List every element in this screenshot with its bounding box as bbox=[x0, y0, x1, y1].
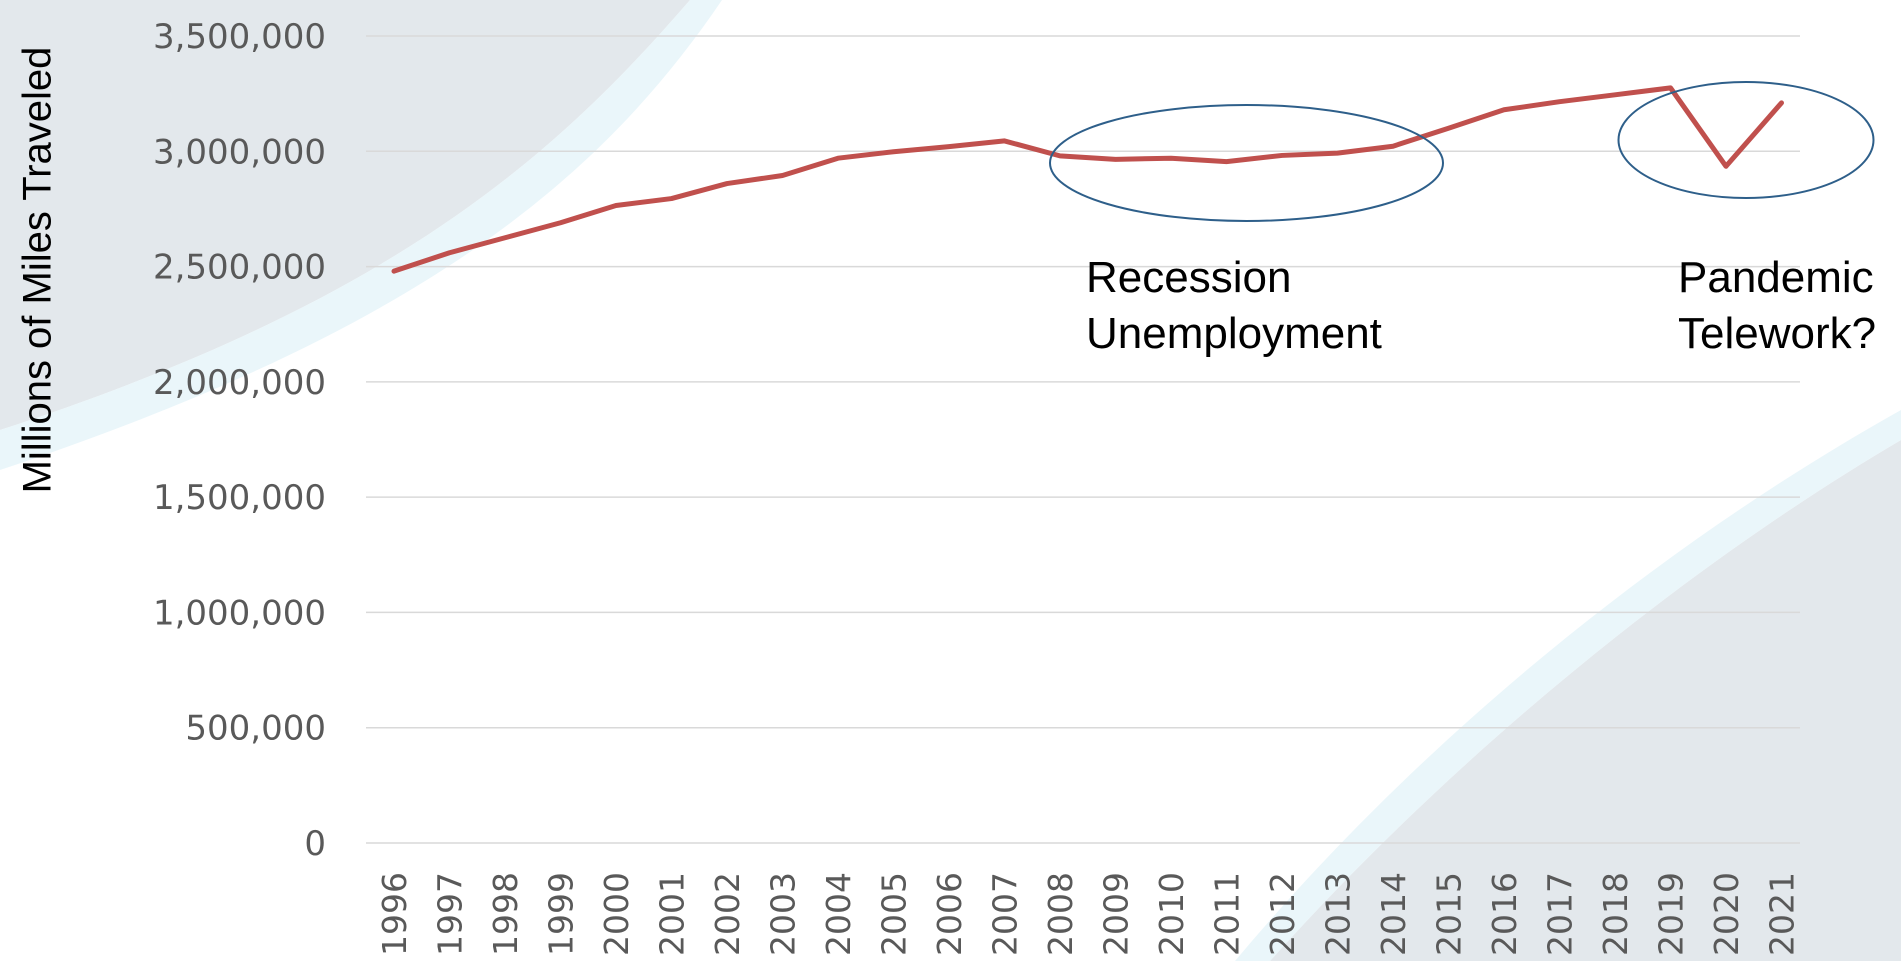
bg-swoosh-top-left-highlight bbox=[0, 0, 722, 470]
y-tick-label: 1,000,000 bbox=[153, 593, 326, 633]
x-tick-label: 1997 bbox=[431, 872, 470, 956]
x-tick-label: 2001 bbox=[653, 872, 692, 956]
x-tick-label: 2002 bbox=[708, 872, 747, 956]
gridlines bbox=[366, 35, 1800, 844]
bg-swoosh-bottom-right-highlight bbox=[1235, 410, 1901, 961]
x-tick-label: 2007 bbox=[986, 872, 1025, 956]
x-tick-label: 2005 bbox=[875, 872, 914, 956]
x-tick-label: 2008 bbox=[1041, 872, 1080, 956]
x-tick-label: 2010 bbox=[1152, 872, 1191, 956]
bg-swoosh-top-left bbox=[0, 0, 690, 430]
x-tick-label: 2016 bbox=[1485, 872, 1524, 956]
y-tick-label: 0 bbox=[304, 824, 326, 864]
x-tick-label: 2020 bbox=[1707, 872, 1746, 956]
x-axis-ticks: 1996 1997 1998 1999 2000 2001 2002 2003 2004 2005… bbox=[375, 872, 1802, 956]
y-axis-label: Millions of Miles Traveled bbox=[15, 46, 60, 494]
annotation-pandemic: Pandemic Telework? bbox=[1678, 250, 1876, 362]
y-tick-label: 3,000,000 bbox=[153, 132, 326, 172]
y-tick-label: 2,000,000 bbox=[153, 363, 326, 403]
ellipse-pandemic bbox=[1617, 81, 1875, 199]
y-tick-label: 1,500,000 bbox=[153, 478, 326, 518]
x-tick-label: 2013 bbox=[1319, 872, 1358, 956]
bg-swoosh-bottom-right bbox=[1270, 440, 1901, 961]
x-tick-label: 1998 bbox=[486, 872, 525, 956]
x-tick-label: 1999 bbox=[542, 872, 581, 956]
ellipse-recession bbox=[1049, 104, 1444, 222]
annotation-pandemic-line-1: Pandemic bbox=[1678, 253, 1874, 302]
annotation-recession-line-1: Recession bbox=[1086, 253, 1292, 302]
x-tick-label: 2006 bbox=[930, 872, 969, 956]
annotation-recession: Recession Unemployment bbox=[1086, 250, 1382, 362]
x-tick-label: 2003 bbox=[764, 872, 803, 956]
x-tick-label: 2014 bbox=[1374, 872, 1413, 956]
annotation-ellipses bbox=[1049, 81, 1875, 222]
y-tick-label: 2,500,000 bbox=[153, 248, 326, 288]
x-tick-label: 2017 bbox=[1541, 872, 1580, 956]
x-tick-label: 1996 bbox=[375, 872, 414, 956]
x-tick-label: 2021 bbox=[1763, 872, 1802, 956]
x-tick-label: 2004 bbox=[819, 872, 858, 956]
x-tick-label: 2009 bbox=[1097, 872, 1136, 956]
annotation-recession-line-2: Unemployment bbox=[1086, 309, 1382, 358]
series-layer bbox=[391, 85, 1784, 274]
x-tick-label: 2019 bbox=[1652, 872, 1691, 956]
x-tick-label: 2015 bbox=[1430, 872, 1469, 956]
x-tick-label: 2012 bbox=[1263, 872, 1302, 956]
x-tick-label: 2000 bbox=[597, 872, 636, 956]
y-tick-label: 500,000 bbox=[185, 709, 326, 749]
x-tick-label: 2011 bbox=[1208, 872, 1247, 956]
series-line bbox=[391, 85, 1784, 274]
annotation-pandemic-line-2: Telework? bbox=[1678, 309, 1877, 358]
y-tick-label: 3,500,000 bbox=[153, 17, 326, 57]
x-tick-label: 2018 bbox=[1596, 872, 1635, 956]
y-axis-ticks: 0 500,000 1,000,000 1,500,000 2,000,000 2,500… bbox=[153, 17, 326, 864]
